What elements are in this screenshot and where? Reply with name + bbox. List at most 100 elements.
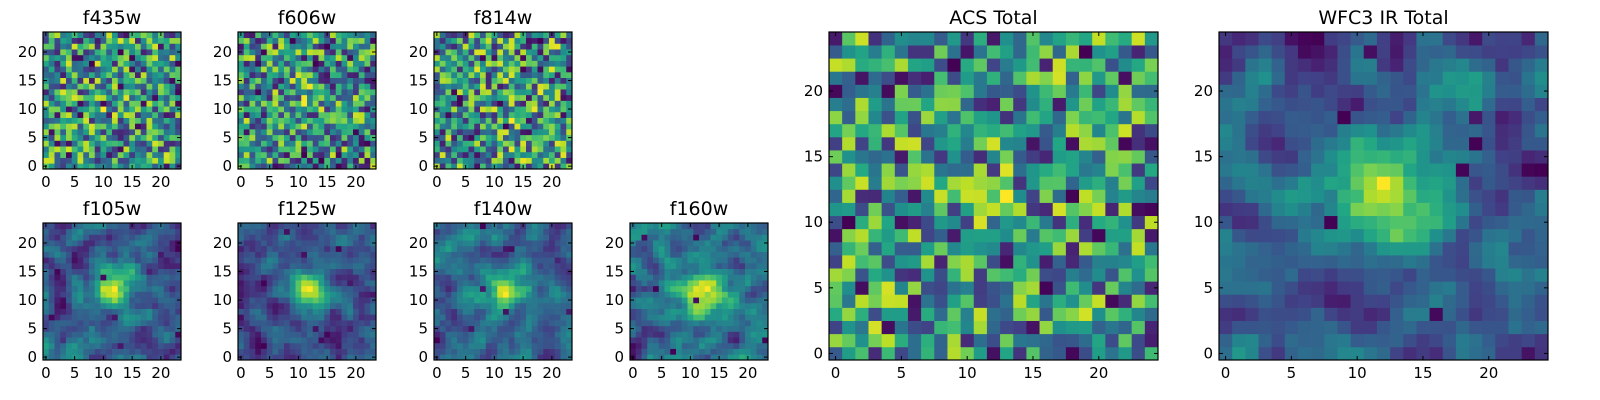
- heatmap-cell: [664, 320, 671, 327]
- heatmap-cell: [653, 354, 660, 361]
- heatmap-cell: [123, 89, 130, 96]
- heatmap-cell: [439, 228, 446, 235]
- heatmap-cell: [451, 32, 458, 39]
- heatmap-cell: [526, 240, 533, 247]
- heatmap-cell: [284, 37, 291, 44]
- heatmap-cell: [549, 77, 556, 84]
- heatmap-cell: [560, 320, 567, 327]
- heatmap-cell: [295, 83, 302, 90]
- heatmap-cell: [526, 285, 533, 292]
- y-tick-label: 0: [222, 348, 232, 366]
- heatmap-cell: [1144, 97, 1159, 112]
- heatmap-cell: [681, 348, 688, 355]
- heatmap-cell: [750, 280, 757, 287]
- heatmap-cell: [474, 337, 481, 344]
- heatmap-cell: [66, 331, 73, 338]
- heatmap-cell: [324, 54, 331, 61]
- heatmap-cell: [1092, 294, 1106, 308]
- heatmap-cell: [1118, 281, 1133, 295]
- heatmap-cell: [693, 234, 700, 241]
- heatmap-cell: [71, 66, 78, 73]
- heatmap-cell: [566, 54, 573, 61]
- heatmap-cell: [169, 66, 176, 73]
- heatmap-cell: [106, 140, 113, 147]
- heatmap-cell: [750, 354, 757, 361]
- heatmap-cell: [531, 146, 538, 153]
- heatmap-cell: [658, 268, 665, 275]
- heatmap-cell: [71, 43, 78, 50]
- heatmap-cell: [1521, 346, 1536, 361]
- heatmap-cell: [727, 337, 734, 344]
- heatmap-cell: [278, 106, 285, 113]
- heatmap-cell: [699, 337, 706, 344]
- heatmap-cell: [485, 251, 492, 258]
- heatmap-cell: [341, 117, 348, 124]
- heatmap-cell: [129, 71, 136, 79]
- heatmap-cell: [485, 337, 492, 344]
- heatmap-cell: [135, 320, 142, 327]
- heatmap-cell: [855, 294, 869, 308]
- heatmap-cell: [907, 215, 922, 230]
- heatmap-cell: [330, 285, 337, 292]
- heatmap-cell: [543, 151, 550, 158]
- heatmap-cell: [117, 123, 124, 130]
- heatmap-cell: [129, 151, 136, 158]
- heatmap-cell: [324, 83, 331, 90]
- heatmap-cell: [960, 307, 975, 321]
- heatmap-cell: [434, 117, 441, 124]
- heatmap-cell: [549, 240, 556, 247]
- heatmap-cell: [829, 189, 843, 203]
- heatmap-cell: [135, 280, 142, 287]
- heatmap-cell: [739, 348, 746, 355]
- heatmap-cell: [497, 245, 504, 252]
- heatmap-cell: [341, 43, 348, 50]
- heatmap-cell: [135, 117, 142, 124]
- heatmap-cell: [169, 146, 176, 153]
- heatmap-cell: [739, 320, 746, 327]
- heatmap-cell: [855, 123, 869, 138]
- heatmap-cell: [934, 58, 948, 72]
- heatmap-cell: [48, 54, 55, 61]
- heatmap-cell: [71, 285, 78, 292]
- heatmap-cell: [370, 100, 377, 107]
- heatmap-cell: [485, 291, 492, 298]
- heatmap-cell: [664, 280, 671, 287]
- heatmap-cell: [1284, 333, 1299, 348]
- heatmap-cell: [175, 302, 182, 309]
- heatmap-cell: [693, 274, 700, 281]
- heatmap-cell: [549, 314, 556, 321]
- heatmap-cell: [284, 302, 291, 309]
- heatmap-cell: [973, 307, 988, 321]
- heatmap-cell: [324, 228, 331, 235]
- heatmap-cell: [272, 262, 279, 270]
- heatmap-cell: [272, 37, 279, 44]
- heatmap-cell: [295, 43, 302, 50]
- heatmap-cell: [750, 257, 757, 264]
- heatmap-cell: [526, 348, 533, 355]
- heatmap-cell: [307, 151, 314, 158]
- heatmap-cell: [71, 71, 78, 79]
- heatmap-cell: [278, 117, 285, 124]
- heatmap-cell: [347, 240, 354, 247]
- heatmap-cell: [347, 257, 354, 264]
- heatmap-cell: [255, 342, 262, 349]
- heatmap-cell: [335, 111, 342, 118]
- heatmap-cell: [445, 337, 452, 344]
- heatmap-cell: [699, 297, 706, 304]
- heatmap-cell: [1118, 32, 1133, 46]
- heatmap-cell: [54, 66, 61, 73]
- heatmap-cell: [1311, 333, 1325, 348]
- heatmap-cell: [468, 66, 475, 73]
- heatmap-cell: [60, 234, 67, 241]
- heatmap-cell: [514, 151, 521, 158]
- heatmap-cell: [921, 333, 935, 348]
- heatmap-cell: [526, 251, 533, 258]
- heatmap-cell: [526, 268, 533, 275]
- heatmap-cell: [693, 240, 700, 247]
- heatmap-cell: [146, 106, 153, 113]
- heatmap-cell: [881, 333, 896, 348]
- heatmap-cell: [71, 314, 78, 321]
- heatmap-cell: [330, 89, 337, 96]
